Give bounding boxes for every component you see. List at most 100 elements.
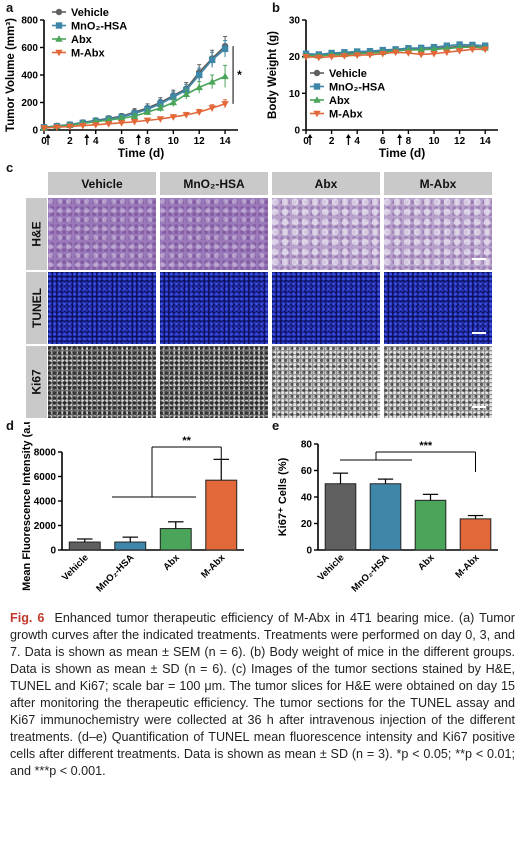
y-tick-label: 0 [32,126,38,137]
panel-letter-d: d [6,418,14,433]
category-label: Abx [161,552,182,573]
y-tick-label: 8000 [34,448,57,459]
data-point [327,53,336,61]
treatment-arrowhead [45,134,51,138]
column-header-vehicle: Vehicle [48,172,156,195]
image-tunel-m-abx [384,272,492,344]
treatment-arrowhead [345,134,351,138]
y-tick-label: 0 [294,126,300,137]
y-tick-label: 30 [289,16,301,27]
data-point [130,112,139,119]
treatment-arrowhead [84,134,90,138]
category-label: M-Abx [199,552,228,581]
significance-marker: ** [182,435,191,447]
data-point [417,51,425,59]
legend-label: MnO₂-HSA [329,82,385,94]
significance-marker: * [237,68,242,82]
data-point [130,119,139,126]
legend-label: M-Abx [71,48,105,60]
data-point [117,120,126,127]
category-label: MnO₂-HSA [94,552,136,594]
legend-label: Vehicle [329,68,367,80]
bar [68,541,101,551]
y-tick-label: 20 [301,519,313,530]
x-tick-label: 4 [93,136,99,147]
image-he-m-abx [384,198,492,270]
x-tick-label: 0 [303,136,309,147]
column-header-m-abx: M-Abx [384,172,492,195]
y-tick-label: 200 [21,98,38,109]
chart-d-tunel-intensity: 0 2000 4000 6000 8000 Vehicle MnO₂-HSA Abx M-Abx… [21,422,244,594]
data-point [92,122,100,129]
y-tick-label: 400 [21,71,38,82]
data-point [302,53,310,61]
significance-marker: *** [419,440,433,452]
treatment-arrowhead [397,134,403,138]
x-tick-label: 12 [194,136,206,147]
x-axis-label: Time (d) [379,146,425,160]
treatment-arrowhead [136,134,142,138]
bar [159,528,192,551]
y-axis-label: Mean Fluorescence Intensity (a.u.) [21,422,33,591]
row-header-tunel: TUNEL [26,272,47,344]
data-point [379,51,387,58]
data-point [66,123,74,131]
data-point [221,72,229,80]
image-ki67-mno2-hsa [160,346,268,418]
category-label: Vehicle [60,552,91,583]
category-label: M-Abx [453,552,482,581]
data-point [53,124,61,132]
y-tick-label: 600 [21,43,38,54]
image-tunel-abx [272,272,380,344]
x-tick-label: 14 [220,136,232,147]
legend-label: MnO₂-HSA [71,21,127,33]
data-point [195,109,203,116]
scale-bar [472,332,486,334]
category-label: Abx [416,552,437,573]
category-label: MnO₂-HSA [350,552,392,594]
y-tick-label: 4000 [34,497,57,508]
legend-marker [313,69,321,77]
data-point [404,50,413,57]
data-point [169,114,178,121]
data-point [315,54,323,62]
data-point [170,93,177,101]
x-tick-label: 12 [454,136,466,147]
scale-bar [472,258,486,260]
row-header-ki67: Ki67 [26,346,47,418]
x-tick-label: 6 [380,136,386,147]
data-point [169,98,178,106]
bar [414,499,447,551]
data-point [182,112,190,119]
caption-fig-label: Fig. 6 [10,611,45,625]
x-tick-label: 14 [480,136,492,147]
data-point [156,104,165,111]
y-tick-label: 60 [301,466,313,477]
data-point [157,100,164,108]
data-point [208,56,216,64]
data-point [430,45,438,53]
column-header-mno2-hsa: MnO₂-HSA [160,172,268,195]
data-point [468,46,477,54]
data-point [195,83,203,91]
y-axis-label: Ki67⁺ Cells (%) [277,457,289,536]
bar [205,479,238,551]
data-point [208,105,216,112]
image-he-abx [272,198,380,270]
y-tick-label: 2000 [34,521,57,532]
panel-c-column-headers: Vehicle MnO₂-HSA Abx M-Abx [48,172,492,195]
image-he-mno2-hsa [160,198,268,270]
y-tick-label: 800 [21,16,38,27]
legend-label: Abx [71,34,93,46]
data-point [208,78,216,85]
chart-b-body-weight: 0 10 20 30 0 2 4 6 8 10 12 14 Time (d) Body Weight (g… [267,16,498,160]
data-point [40,125,48,132]
caption-text: Enhanced tumor therapeutic efficiency of… [10,611,515,778]
x-tick-label: 10 [168,136,180,147]
y-tick-label: 0 [50,546,56,557]
legend-marker [313,83,321,90]
row-header-he: H&E [26,198,47,270]
legend-label: Abx [329,95,351,107]
data-point [79,122,87,130]
data-point [104,121,113,128]
